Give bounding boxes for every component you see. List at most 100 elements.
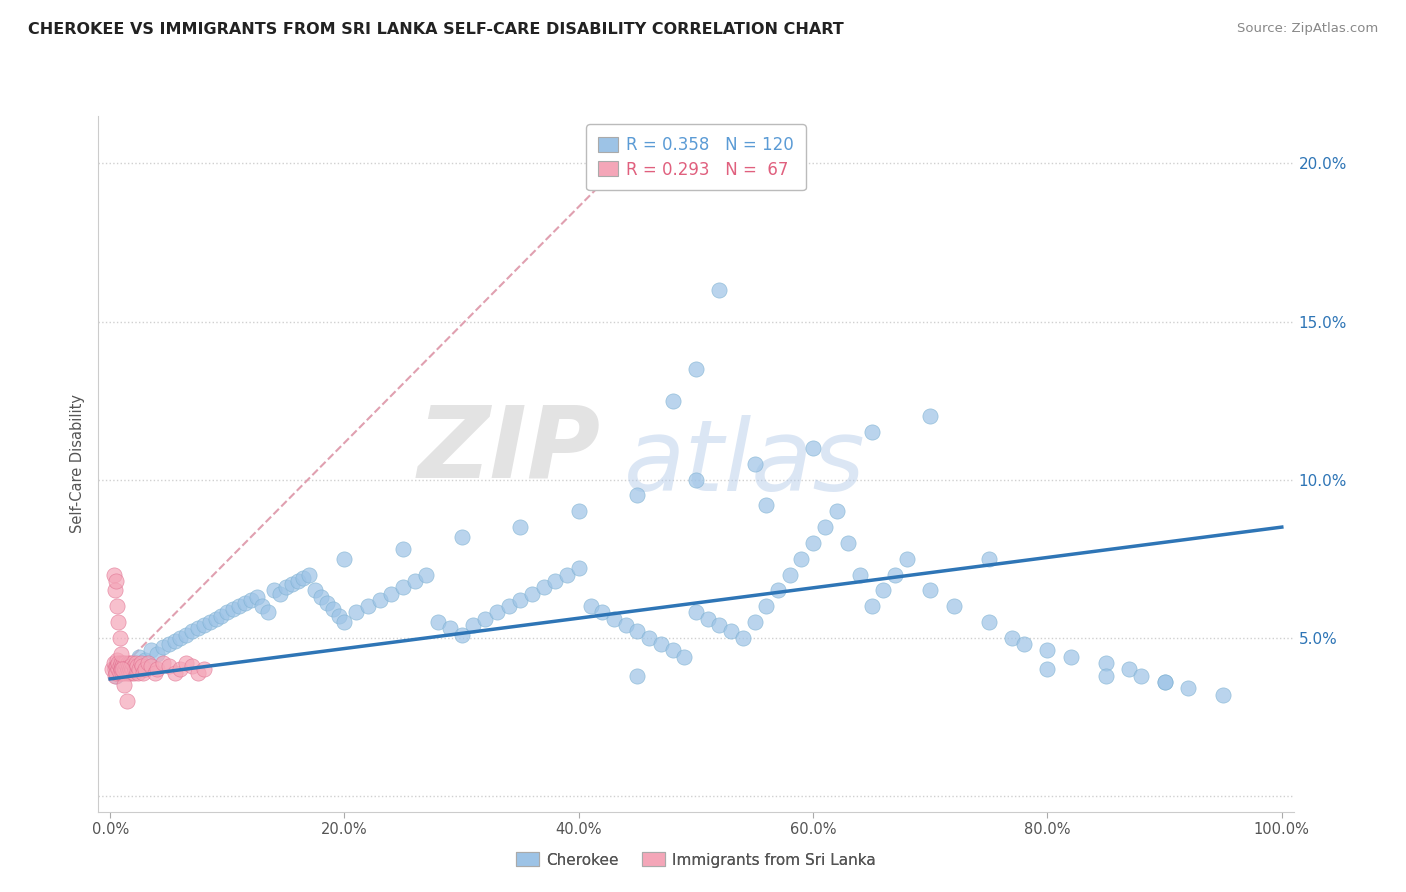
Point — [163, 665, 186, 680]
Point — [111, 659, 134, 673]
Point — [105, 659, 128, 673]
Text: Source: ZipAtlas.com: Source: ZipAtlas.com — [1237, 22, 1378, 36]
Point — [105, 659, 128, 673]
Point — [304, 583, 326, 598]
Point — [134, 662, 156, 676]
Point — [252, 599, 274, 614]
Point — [450, 627, 472, 641]
Point — [181, 659, 204, 673]
Point — [239, 592, 262, 607]
Point — [837, 536, 859, 550]
Point — [744, 615, 766, 629]
Point — [269, 586, 291, 600]
Point — [105, 669, 128, 683]
Point — [108, 659, 131, 673]
Point — [579, 599, 602, 614]
Point — [132, 665, 155, 680]
Point — [591, 606, 613, 620]
Point — [157, 637, 180, 651]
Text: CHEROKEE VS IMMIGRANTS FROM SRI LANKA SELF-CARE DISABILITY CORRELATION CHART: CHEROKEE VS IMMIGRANTS FROM SRI LANKA SE… — [28, 22, 844, 37]
Point — [614, 618, 637, 632]
Point — [920, 583, 942, 598]
Point — [779, 567, 801, 582]
Point — [107, 656, 129, 670]
Point — [152, 656, 174, 670]
Point — [121, 656, 143, 670]
Point — [122, 665, 145, 680]
Point — [685, 606, 707, 620]
Point — [107, 662, 129, 676]
Point — [143, 665, 166, 680]
Point — [169, 631, 191, 645]
Point — [1095, 656, 1118, 670]
Point — [174, 656, 197, 670]
Point — [112, 665, 135, 680]
Point — [104, 669, 127, 683]
Point — [120, 665, 142, 680]
Point — [344, 606, 367, 620]
Point — [439, 621, 461, 635]
Point — [568, 504, 591, 518]
Point — [849, 567, 872, 582]
Point — [112, 662, 135, 676]
Point — [1036, 643, 1059, 657]
Point — [392, 580, 415, 594]
Point — [257, 606, 280, 620]
Point — [392, 542, 415, 557]
Point — [228, 599, 250, 614]
Point — [107, 615, 129, 629]
Point — [204, 612, 226, 626]
Point — [121, 662, 143, 676]
Point — [1060, 649, 1083, 664]
Point — [114, 662, 136, 676]
Point — [1177, 681, 1199, 696]
Point — [801, 536, 824, 550]
Point — [766, 583, 789, 598]
Point — [315, 596, 337, 610]
Point — [125, 656, 148, 670]
Point — [872, 583, 894, 598]
Point — [415, 567, 437, 582]
Point — [1118, 662, 1140, 676]
Point — [134, 653, 156, 667]
Point — [328, 608, 350, 623]
Point — [427, 615, 450, 629]
Point — [801, 441, 824, 455]
Point — [128, 649, 150, 664]
Point — [942, 599, 965, 614]
Point — [860, 425, 883, 440]
Point — [860, 599, 883, 614]
Point — [790, 551, 813, 566]
Point — [368, 592, 391, 607]
Point — [333, 551, 356, 566]
Point — [463, 618, 485, 632]
Point — [146, 662, 169, 676]
Point — [498, 599, 520, 614]
Point — [198, 615, 221, 629]
Point — [281, 577, 304, 591]
Point — [104, 662, 127, 676]
Point — [474, 612, 496, 626]
Point — [509, 592, 531, 607]
Point — [120, 659, 142, 673]
Text: atlas: atlas — [624, 416, 866, 512]
Point — [104, 583, 127, 598]
Point — [696, 612, 718, 626]
Text: ZIP: ZIP — [418, 401, 600, 499]
Point — [485, 606, 508, 620]
Point — [896, 551, 918, 566]
Point — [673, 649, 696, 664]
Point — [509, 520, 531, 534]
Point — [108, 665, 131, 680]
Point — [825, 504, 848, 518]
Point — [626, 669, 648, 683]
Point — [404, 574, 426, 588]
Point — [122, 656, 145, 670]
Point — [101, 662, 124, 676]
Point — [115, 694, 138, 708]
Point — [1153, 675, 1175, 690]
Point — [685, 473, 707, 487]
Point — [626, 488, 648, 502]
Point — [287, 574, 309, 588]
Point — [731, 631, 754, 645]
